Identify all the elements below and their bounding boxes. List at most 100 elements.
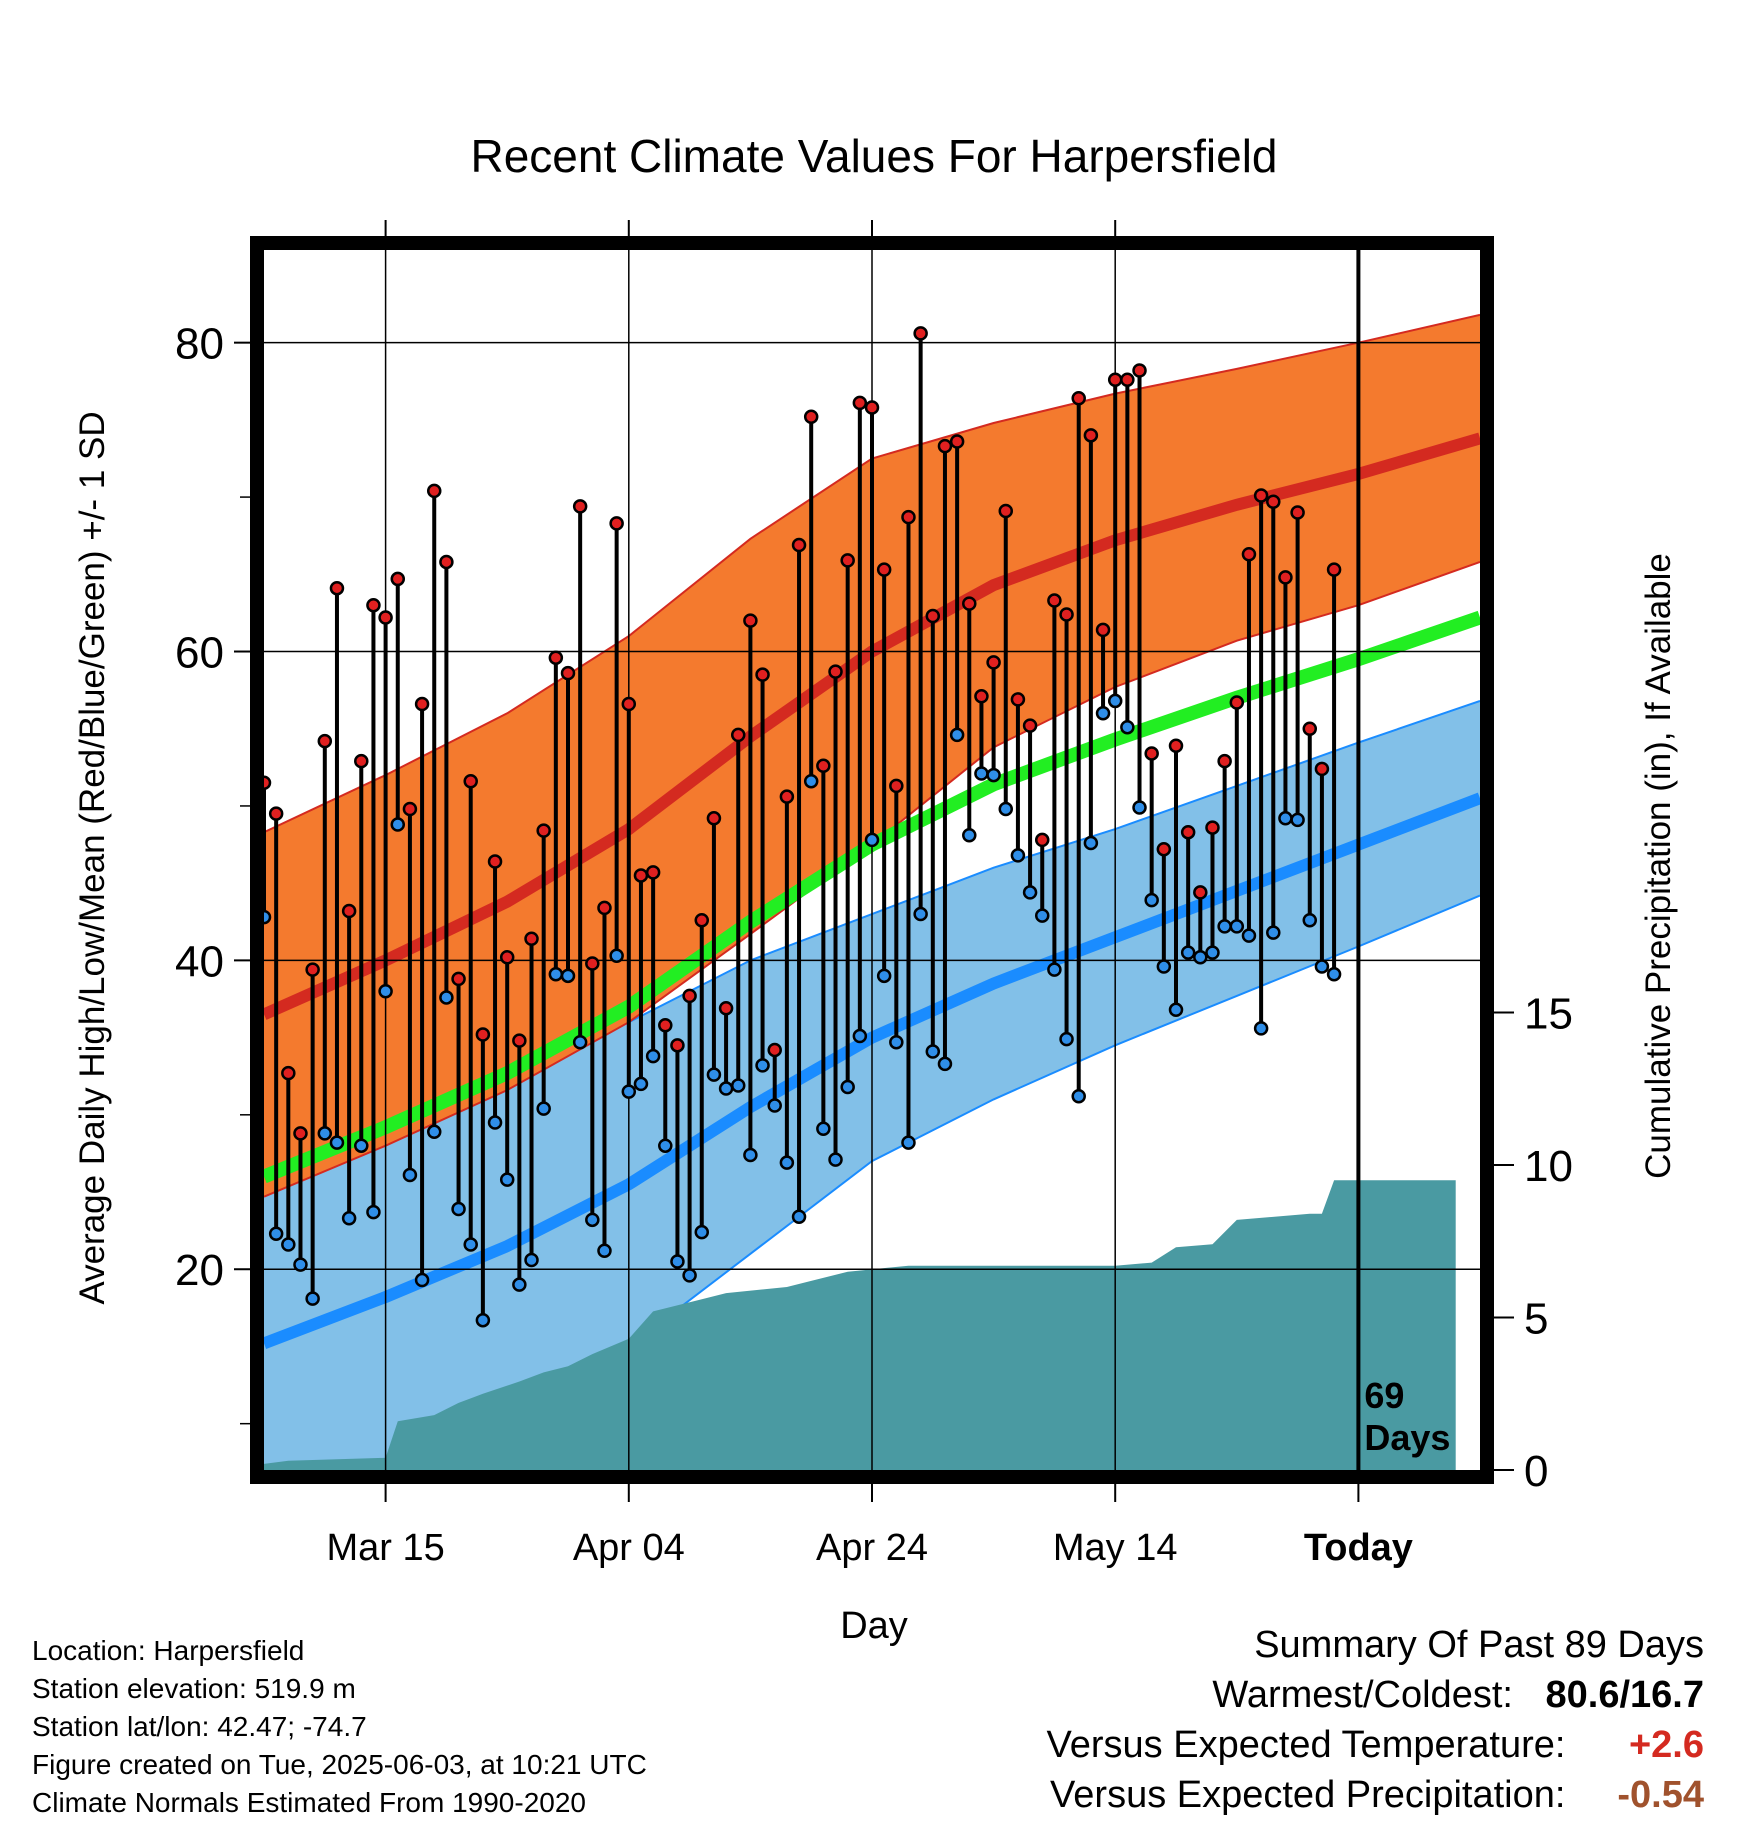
high-point bbox=[828, 664, 843, 679]
x-tick-label: Apr 04 bbox=[573, 1527, 685, 1569]
high-point bbox=[718, 1001, 734, 1016]
low-point bbox=[548, 967, 564, 982]
high-point bbox=[499, 950, 515, 965]
high-point bbox=[670, 1038, 685, 1053]
high-point bbox=[451, 971, 466, 987]
low-point bbox=[329, 1135, 345, 1150]
low-point bbox=[1302, 912, 1318, 928]
temp-label: Versus Expected Temperature: bbox=[1046, 1724, 1566, 1766]
high-point bbox=[426, 483, 442, 499]
low-point bbox=[1229, 919, 1245, 934]
low-point bbox=[682, 1268, 697, 1283]
y2-axis-label: Cumulative Precipitation (in), If Availa… bbox=[1639, 553, 1678, 1179]
high-point bbox=[560, 665, 576, 681]
summary-heading: Summary Of Past 89 Days bbox=[1254, 1624, 1704, 1666]
high-point bbox=[1180, 824, 1196, 840]
high-point bbox=[1047, 593, 1062, 608]
low-point bbox=[718, 1081, 734, 1096]
low-point bbox=[913, 906, 928, 922]
y2-tick-label: 15 bbox=[1524, 990, 1573, 1039]
low-point bbox=[658, 1138, 673, 1153]
chart-title: Recent Climate Values For Harpersfield bbox=[470, 130, 1277, 182]
high-point bbox=[281, 1065, 296, 1081]
high-point bbox=[268, 806, 284, 821]
y2-tick-label: 5 bbox=[1524, 1295, 1548, 1344]
low-point bbox=[828, 1152, 843, 1167]
high-point bbox=[1034, 832, 1050, 848]
high-point bbox=[378, 610, 393, 625]
high-point bbox=[597, 900, 612, 916]
low-point bbox=[451, 1201, 466, 1217]
high-point bbox=[524, 931, 539, 947]
high-point bbox=[998, 503, 1014, 519]
high-point bbox=[1095, 622, 1111, 638]
high-point bbox=[949, 434, 965, 449]
low-point bbox=[816, 1121, 831, 1136]
low-point bbox=[439, 990, 454, 1005]
high-point bbox=[1071, 391, 1086, 406]
y-tick-label: 80 bbox=[175, 320, 224, 369]
high-point bbox=[1083, 428, 1099, 443]
low-point bbox=[1326, 967, 1342, 982]
low-point bbox=[524, 1252, 539, 1268]
low-point bbox=[475, 1312, 491, 1328]
plot-frame bbox=[250, 236, 1494, 1484]
low-point bbox=[1193, 950, 1208, 965]
high-point bbox=[293, 1126, 308, 1141]
precip-value: -0.54 bbox=[1617, 1774, 1704, 1816]
low-point bbox=[1107, 693, 1123, 709]
low-point bbox=[268, 1226, 284, 1241]
high-point bbox=[803, 409, 819, 425]
low-point bbox=[1034, 908, 1050, 923]
high-point bbox=[1253, 488, 1269, 503]
high-point bbox=[305, 962, 320, 977]
low-point bbox=[1083, 835, 1099, 851]
high-point bbox=[986, 655, 1001, 670]
latlon-text: Station lat/lon: 42.47; -74.7 bbox=[32, 1711, 367, 1742]
high-point bbox=[889, 778, 904, 794]
low-point bbox=[1144, 892, 1159, 908]
high-point bbox=[816, 758, 831, 774]
warmest-label: Warmest/Coldest: bbox=[1212, 1674, 1513, 1716]
low-point bbox=[560, 968, 576, 984]
high-point bbox=[1193, 885, 1208, 900]
low-point bbox=[1120, 719, 1135, 735]
low-point bbox=[1156, 959, 1172, 974]
high-point bbox=[864, 400, 880, 415]
high-point bbox=[767, 1042, 782, 1058]
high-point bbox=[414, 696, 430, 712]
created-text: Figure created on Tue, 2025-06-03, at 10… bbox=[32, 1749, 647, 1780]
high-point bbox=[317, 733, 333, 749]
low-point bbox=[694, 1224, 710, 1240]
y-tick-label: 20 bbox=[175, 1246, 224, 1295]
y2-tick-label: 10 bbox=[1524, 1142, 1573, 1191]
low-point bbox=[974, 766, 989, 781]
low-point bbox=[767, 1098, 782, 1113]
low-point bbox=[293, 1257, 308, 1272]
days-annotation: Days bbox=[1364, 1417, 1450, 1458]
high-point bbox=[439, 554, 454, 570]
high-point bbox=[402, 801, 418, 817]
high-point bbox=[264, 775, 272, 791]
low-point bbox=[840, 1079, 855, 1095]
high-point bbox=[755, 667, 770, 682]
location-text: Location: Harpersfield bbox=[32, 1635, 305, 1666]
high-point bbox=[876, 562, 892, 577]
low-point bbox=[341, 1211, 357, 1226]
low-point bbox=[597, 1243, 612, 1258]
high-point bbox=[730, 727, 746, 743]
temp-value: +2.6 bbox=[1628, 1724, 1704, 1766]
daily-bars bbox=[264, 326, 1342, 1328]
high-point bbox=[901, 509, 916, 525]
high-point bbox=[925, 608, 941, 624]
high-point bbox=[743, 613, 758, 628]
high-point bbox=[658, 1017, 673, 1033]
low-point bbox=[621, 1084, 637, 1099]
high-point bbox=[840, 553, 855, 568]
low-point bbox=[1205, 945, 1220, 960]
y-tick-label: 60 bbox=[175, 629, 224, 678]
high-point bbox=[621, 696, 637, 712]
y-axis-label: Average Daily High/Low/Mean (Red/Blue/Gr… bbox=[73, 411, 112, 1304]
high-point bbox=[366, 597, 381, 613]
high-point bbox=[962, 596, 977, 611]
